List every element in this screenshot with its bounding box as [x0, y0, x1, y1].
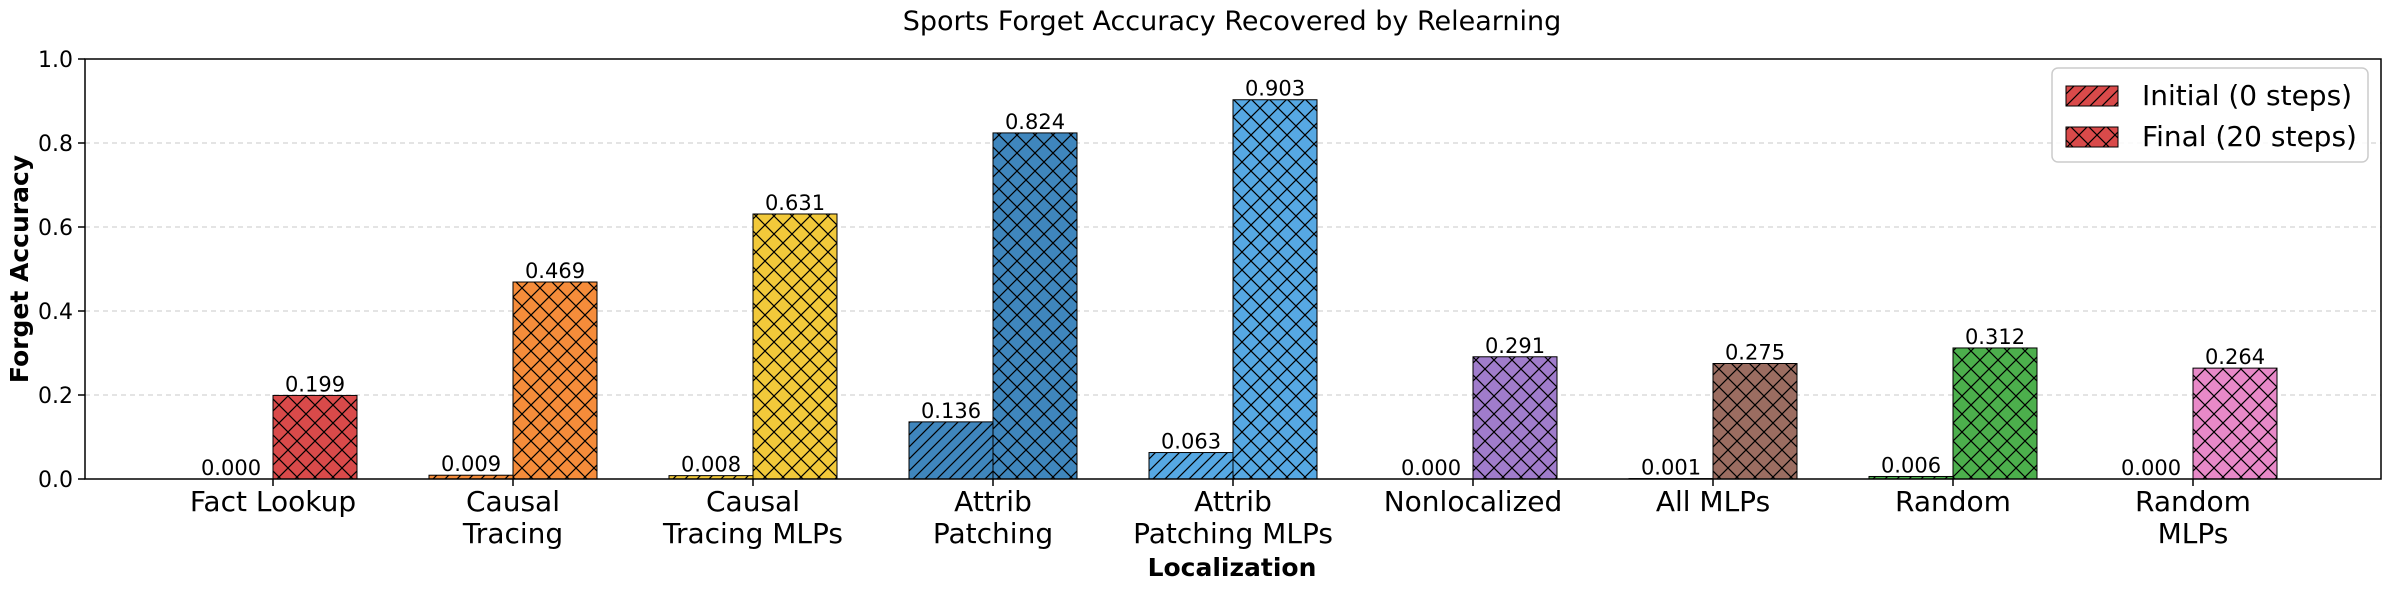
bar-hatch [513, 282, 597, 479]
bar-hatch [753, 213, 837, 480]
bar-hatch [1869, 476, 1953, 479]
bar-value-label: 0.063 [1161, 430, 1221, 454]
bar-hatch [1473, 356, 1557, 479]
bar-value-label: 0.006 [1881, 453, 1941, 477]
y-tick-label: 0.0 [38, 468, 73, 493]
y-tick-label: 0.4 [38, 300, 73, 325]
x-tick-label: Attrib Patching [933, 485, 1053, 550]
chart-title: Sports Forget Accuracy Recovered by Rele… [903, 6, 1562, 37]
legend-swatch-final-hatch [2066, 127, 2118, 147]
bar-hatch [993, 132, 1077, 480]
bar-value-label: 0.000 [2121, 456, 2181, 480]
y-tick-label: 1.0 [38, 48, 73, 73]
bar-hatch [909, 421, 993, 479]
bar-value-label: 0.008 [681, 453, 741, 477]
bar-hatch [1953, 347, 2037, 479]
x-tick-label: Causal Tracing [462, 485, 563, 550]
bar-hatch [2193, 368, 2277, 479]
bar-value-labels: 0.000 0.199 0.009 0.469 0.008 0.631 0.136 0.824… [201, 77, 2265, 480]
y-tick-label: 0.2 [38, 384, 73, 409]
legend: Initial (0 steps) Final (20 steps) [2051, 67, 2369, 163]
x-tick-label: Fact Lookup [190, 485, 356, 518]
bar-hatch [669, 475, 753, 479]
x-axis-label: Localization [1148, 553, 1317, 582]
bar-value-label: 0.001 [1641, 456, 1701, 480]
x-tick-label: All MLPs [1656, 485, 1770, 518]
bar-value-label: 0.264 [2205, 345, 2265, 369]
bar-value-label: 0.631 [765, 191, 825, 215]
y-tick-label: 0.6 [38, 216, 73, 241]
y-axis-ticks: 0.0 0.2 0.4 0.6 0.8 1.0 [38, 48, 85, 493]
y-axis-label: Forget Accuracy [5, 155, 34, 383]
x-tick-label: Nonlocalized [1384, 485, 1563, 518]
bar-value-label: 0.469 [525, 259, 585, 283]
bar-hatch [1149, 452, 1233, 479]
bar-hatch [1233, 99, 1317, 480]
legend-swatch-initial-hatch [2066, 86, 2118, 106]
bar-value-label: 0.824 [1005, 110, 1065, 134]
bars [272, 99, 2278, 480]
bar-value-label: 0.903 [1245, 77, 1305, 101]
x-axis-ticks: Fact Lookup Causal Tracing Causal Tracing ML… [190, 479, 2251, 550]
bar-hatch [273, 395, 357, 479]
x-tick-label: Random [1895, 485, 2011, 518]
bar-hatch [1713, 363, 1797, 479]
bar-hatch [429, 475, 513, 479]
bar-value-label: 0.275 [1725, 341, 1785, 365]
y-tick-label: 0.8 [38, 132, 73, 157]
legend-label-initial: Initial (0 steps) [2142, 79, 2352, 112]
x-tick-label: Attrib Patching MLPs [1133, 485, 1333, 550]
bar-value-label: 0.000 [1401, 456, 1461, 480]
bar-value-label: 0.312 [1965, 325, 2025, 349]
bar-value-label: 0.291 [1485, 334, 1545, 358]
bar-value-label: 0.000 [201, 456, 261, 480]
bar-value-label: 0.009 [441, 452, 501, 476]
x-tick-label: Random MLPs [2135, 485, 2251, 550]
x-tick-label: Causal Tracing MLPs [662, 485, 843, 550]
bar-value-label: 0.136 [921, 399, 981, 423]
legend-label-final: Final (20 steps) [2142, 120, 2357, 153]
bar-value-label: 0.199 [285, 372, 345, 396]
legend-box [2051, 67, 2369, 163]
